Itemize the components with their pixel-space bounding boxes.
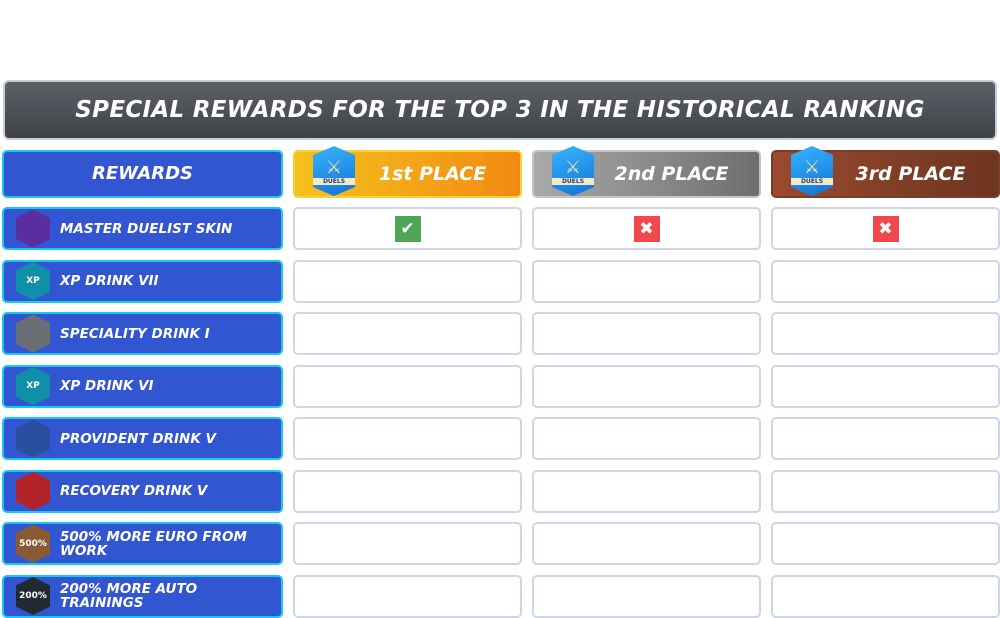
reward-cell — [293, 364, 522, 408]
reward-cell — [532, 259, 761, 303]
speciality-drink-icon — [16, 314, 50, 353]
reward-name: RECOVERY DRINK V — [60, 483, 208, 499]
reward-name: SPECIALITY DRINK I — [60, 325, 210, 342]
reward-cell: ✔ — [293, 207, 522, 250]
reward-cell — [293, 417, 522, 460]
place-label: 2nd PLACE — [614, 163, 729, 185]
page-title: SPECIAL REWARDS FOR THE TOP 3 IN THE HIS… — [3, 80, 997, 140]
place-header-1: ⚔ DUELS 1st PLACE — [293, 146, 522, 198]
reward-name: PROVIDENT DRINK V — [60, 430, 216, 447]
xp-drink-icon: XP — [16, 367, 50, 405]
reward-cell — [771, 259, 1000, 303]
duelist-skin-icon — [16, 209, 50, 248]
duels-badge-icon: ⚔ DUELS — [791, 146, 833, 196]
reward-cell — [771, 417, 1000, 460]
check-icon: ✔ — [394, 215, 421, 242]
crossed-swords-icon: ⚔ — [564, 156, 582, 178]
reward-cell — [532, 417, 761, 460]
duels-badge-icon: ⚔ DUELS — [552, 146, 594, 196]
reward-name: XP DRINK VI — [60, 378, 154, 394]
reward-row-label: XP XP DRINK VII — [2, 259, 283, 303]
reward-cell — [532, 522, 761, 565]
cross-icon: ✖ — [633, 215, 660, 242]
reward-name: MASTER DUELIST SKIN — [60, 220, 233, 237]
reward-name: XP DRINK VII — [60, 273, 159, 289]
briefcase-icon: 500% — [16, 524, 50, 563]
reward-name: 500% MORE EURO FROM WORK — [60, 528, 247, 559]
place-header-3: ⚔ DUELS 3rd PLACE — [771, 146, 1000, 198]
reward-row-label: 200% 200% MORE AUTO TRAININGS — [2, 574, 283, 618]
xp-boost-icon: 200% — [16, 577, 50, 615]
reward-cell — [293, 312, 522, 355]
reward-cell — [532, 574, 761, 618]
reward-cell — [293, 574, 522, 618]
crossed-swords-icon: ⚔ — [325, 156, 343, 178]
reward-name: 200% MORE AUTO TRAININGS — [60, 581, 198, 611]
place-label: 1st PLACE — [378, 163, 487, 185]
reward-cell — [532, 469, 761, 513]
reward-row-label: XP XP DRINK VI — [2, 364, 283, 408]
reward-cell — [771, 312, 1000, 355]
reward-row-label: 500% 500% MORE EURO FROM WORK — [2, 522, 283, 565]
reward-cell — [293, 522, 522, 565]
duels-badge-icon: ⚔ DUELS — [313, 146, 355, 196]
reward-cell — [771, 364, 1000, 408]
place-label: 3rd PLACE — [855, 163, 966, 185]
reward-cell: ✖ — [771, 207, 1000, 250]
reward-cell — [532, 312, 761, 355]
reward-cell — [293, 259, 522, 303]
xp-drink-icon: XP — [16, 262, 50, 300]
reward-row-label: RECOVERY DRINK V — [2, 469, 283, 513]
recovery-drink-icon — [16, 472, 50, 510]
crossed-swords-icon: ⚔ — [803, 156, 821, 178]
reward-row-label: SPECIALITY DRINK I — [2, 312, 283, 355]
reward-row-label: PROVIDENT DRINK V — [2, 417, 283, 460]
reward-cell — [293, 469, 522, 513]
reward-cell — [771, 574, 1000, 618]
reward-cell — [771, 522, 1000, 565]
reward-cell: ✖ — [532, 207, 761, 250]
provident-drink-icon — [16, 419, 50, 458]
place-header-2: ⚔ DUELS 2nd PLACE — [532, 146, 761, 198]
reward-cell — [771, 469, 1000, 513]
reward-row-label: MASTER DUELIST SKIN — [2, 207, 283, 250]
cross-icon: ✖ — [872, 215, 899, 242]
reward-cell — [532, 364, 761, 408]
rewards-header: REWARDS — [2, 150, 283, 198]
